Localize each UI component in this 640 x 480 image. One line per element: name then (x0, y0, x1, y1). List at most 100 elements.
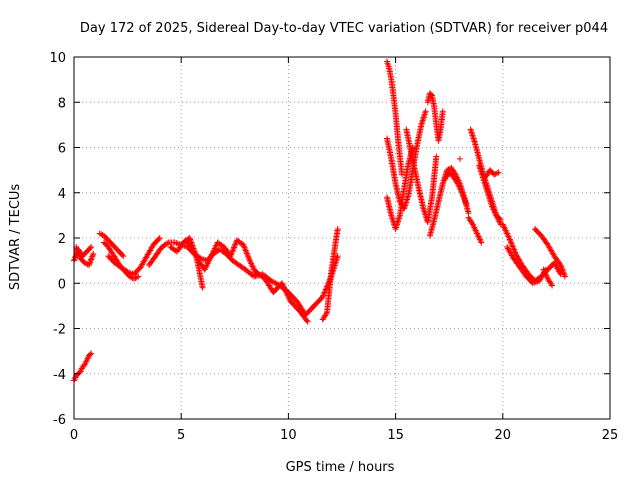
data-point (243, 248, 250, 255)
data-point (558, 263, 565, 270)
data-point (320, 290, 327, 297)
data-point (461, 196, 468, 203)
data-point (422, 108, 429, 115)
data-point (156, 235, 163, 241)
data-point (88, 255, 95, 262)
data-point (334, 225, 341, 232)
data-point (242, 246, 249, 253)
x-tick-label: 20 (495, 428, 512, 443)
data-point (76, 252, 83, 259)
data-point (231, 243, 238, 250)
y-tick-label: 0 (58, 277, 66, 292)
data-point (227, 253, 234, 260)
data-point (560, 270, 567, 277)
data-point (495, 169, 502, 176)
data-point (245, 254, 252, 261)
data-point (135, 273, 142, 280)
data-point (508, 240, 515, 247)
data-point (86, 260, 93, 267)
data-point (240, 241, 247, 248)
data-point (232, 241, 239, 248)
data-point (494, 170, 501, 177)
data-point (557, 262, 564, 269)
data-point (433, 153, 440, 160)
data-point (462, 199, 469, 206)
data-point (459, 191, 466, 198)
data-point (278, 280, 285, 287)
data-point (242, 247, 249, 254)
data-point (509, 242, 516, 249)
data-points (71, 58, 568, 384)
data-point (286, 295, 293, 302)
data-point (284, 292, 291, 299)
y-tick-label: -6 (53, 413, 66, 428)
data-point (164, 240, 171, 247)
data-point (74, 248, 81, 255)
data-point (87, 257, 94, 264)
data-point (246, 256, 253, 263)
data-point (320, 292, 327, 299)
data-point (75, 249, 82, 256)
data-point (427, 91, 434, 98)
data-point (89, 253, 96, 260)
data-point (199, 284, 206, 291)
data-point (303, 317, 310, 324)
data-point (282, 287, 289, 294)
data-point (72, 254, 79, 261)
data-point (120, 253, 127, 260)
data-point (88, 256, 95, 263)
data-point (558, 264, 565, 271)
data-point (462, 198, 469, 205)
data-point (279, 281, 286, 288)
data-point (245, 253, 252, 260)
data-point (323, 311, 330, 318)
data-point (510, 246, 517, 253)
data-point (304, 318, 311, 325)
x-axis-label: GPS time / hours (286, 460, 395, 475)
data-point (283, 289, 290, 296)
tick-labels: 0 5 10 15 20 25 -6 -4 -2 0 2 4 6 8 10 (49, 51, 618, 443)
y-tick-label: 8 (58, 96, 66, 111)
data-point (88, 244, 95, 251)
data-point (87, 351, 94, 358)
y-tick-label: 6 (58, 142, 66, 157)
data-point (89, 252, 96, 259)
data-point (87, 245, 94, 252)
data-point (244, 251, 251, 258)
data-point (241, 244, 248, 251)
data-point (230, 245, 237, 252)
x-tick-label: 10 (280, 428, 297, 443)
chart-title: Day 172 of 2025, Sidereal Day-to-day VTE… (80, 21, 608, 36)
data-point (123, 268, 130, 275)
y-tick-label: 10 (49, 51, 66, 66)
data-point (439, 108, 446, 115)
data-point (90, 250, 97, 257)
data-point (282, 288, 289, 295)
data-point (460, 193, 467, 200)
x-tick-label: 0 (70, 428, 78, 443)
data-point (506, 235, 513, 241)
x-tick-label: 15 (387, 428, 404, 443)
data-point (509, 243, 516, 250)
data-point (87, 259, 94, 266)
data-point (73, 245, 80, 252)
data-point (507, 237, 514, 244)
data-point (119, 251, 126, 258)
plot-frame (73, 56, 611, 420)
y-tick-label: 4 (58, 187, 66, 202)
data-point (229, 248, 236, 255)
data-point (71, 256, 78, 263)
data-point (231, 244, 238, 251)
data-point (507, 239, 514, 246)
data-point (229, 247, 236, 254)
data-point (280, 283, 287, 290)
data-point (243, 250, 250, 257)
data-point (497, 216, 504, 223)
x-tick-label: 25 (602, 428, 619, 443)
data-point (461, 195, 468, 202)
data-point (284, 291, 291, 298)
data-point (548, 281, 555, 288)
data-point (281, 285, 288, 292)
data-point (133, 274, 140, 281)
